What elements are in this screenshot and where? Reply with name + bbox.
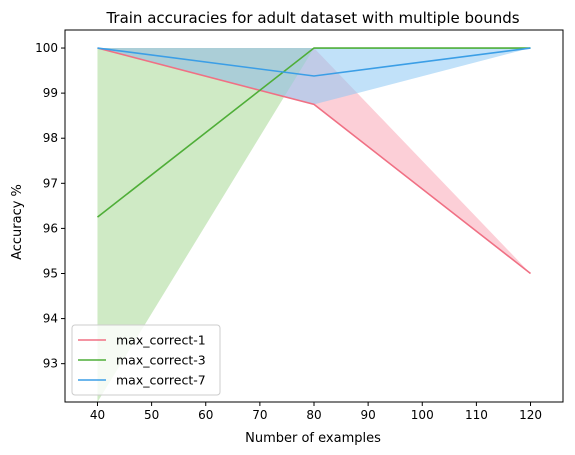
- y-tick-label: 96: [43, 221, 58, 235]
- legend-label-max_correct-7: max_correct-7: [116, 373, 206, 388]
- x-tick-label: 110: [465, 408, 488, 422]
- x-axis-ticks: 40 50 60 70 80 90 100 110 120: [90, 402, 542, 422]
- y-axis-ticks: 93 94 95 96 97 98 99 100: [35, 41, 65, 371]
- y-axis-label: Accuracy %: [10, 184, 25, 260]
- line-max_correct-3: [96, 47, 531, 218]
- line-max_correct-7: [97, 47, 531, 77]
- series-lines: [96, 47, 532, 275]
- legend-label-max_correct-1: max_correct-1: [116, 333, 206, 348]
- chart-title: Train accuracies for adult dataset with …: [105, 9, 519, 27]
- x-tick-label: 40: [90, 408, 105, 422]
- band-max_correct-3: [97, 48, 531, 402]
- y-tick-label: 98: [43, 131, 58, 145]
- y-tick-label: 100: [35, 41, 58, 55]
- y-tick-label: 93: [43, 357, 58, 371]
- x-axis-label: Number of examples: [245, 431, 381, 446]
- x-tick-label: 70: [252, 408, 267, 422]
- y-tick-label: 95: [43, 266, 58, 280]
- x-tick-label: 100: [411, 408, 434, 422]
- line-max_correct-1: [97, 47, 532, 275]
- x-tick-label: 80: [306, 408, 321, 422]
- y-tick-label: 94: [43, 312, 58, 326]
- legend-box: [71, 324, 221, 396]
- legend-label-max_correct-3: max_correct-3: [116, 353, 206, 368]
- x-tick-label: 90: [360, 408, 375, 422]
- y-tick-label: 97: [43, 176, 58, 190]
- x-tick-label: 120: [519, 408, 542, 422]
- x-tick-label: 60: [198, 408, 213, 422]
- y-tick-label: 99: [43, 86, 58, 100]
- x-tick-label: 50: [144, 408, 159, 422]
- legend: max_correct-1 max_correct-3 max_correct-7: [71, 324, 221, 396]
